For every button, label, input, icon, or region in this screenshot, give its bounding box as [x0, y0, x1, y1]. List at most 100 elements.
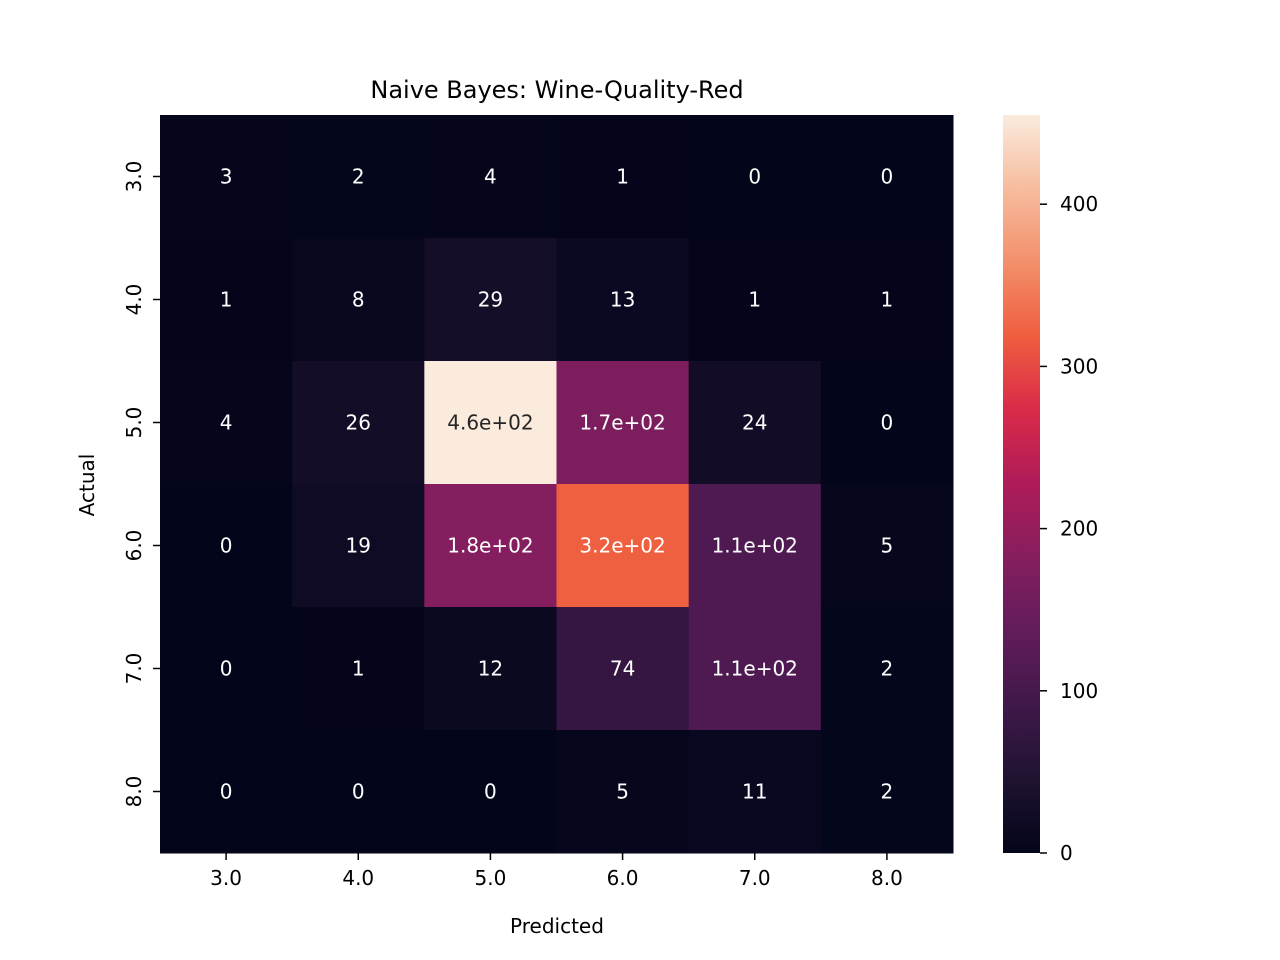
cell-value-label: 1.1e+02 [712, 534, 798, 558]
cell-value-label: 1.7e+02 [579, 411, 665, 435]
cell-value-label: 1 [748, 288, 761, 312]
heatmap-cell-r2-c3 [556, 361, 690, 485]
heatmap-cell-r3-c4 [688, 484, 822, 608]
y-tick-label: 7.0 [122, 653, 146, 685]
cell-value-label: 4.6e+02 [447, 411, 533, 435]
cell-value-label: 5 [881, 534, 894, 558]
heatmap-cell-r2-c5 [820, 361, 954, 485]
x-axis-label: Predicted [510, 914, 604, 938]
colorbar-tick-label: 100 [1060, 679, 1098, 703]
cell-value-label: 0 [220, 534, 233, 558]
cell-value-label: 1 [881, 288, 894, 312]
colorbar-tick-label: 400 [1060, 192, 1098, 216]
heatmap-cell-r3-c2 [424, 484, 557, 608]
heatmap-cell-r3-c3 [556, 484, 690, 608]
heatmap-cell-r4-c5 [820, 607, 954, 731]
cell-value-label: 3.2e+02 [579, 534, 665, 558]
heatmap-cell-r5-c4 [688, 730, 822, 854]
x-tick-label: 8.0 [871, 866, 903, 890]
heatmap-cell-r0-c0 [160, 115, 293, 239]
cell-value-label: 0 [220, 657, 233, 681]
x-tick-label: 6.0 [607, 866, 639, 890]
y-tick-label: 5.0 [122, 407, 146, 439]
cell-value-label: 0 [220, 780, 233, 804]
heatmap-cell-r2-c1 [292, 361, 425, 485]
heatmap-cell-r1-c1 [292, 238, 425, 362]
cell-value-label: 0 [881, 165, 894, 189]
cell-value-label: 4 [220, 411, 233, 435]
cell-value-label: 19 [346, 534, 371, 558]
cell-value-label: 5 [616, 780, 629, 804]
heatmap-cell-r2-c4 [688, 361, 822, 485]
x-tick-label: 4.0 [342, 866, 374, 890]
heatmap-cell-r0-c5 [820, 115, 954, 239]
cell-value-label: 12 [478, 657, 503, 681]
y-tick-label: 4.0 [122, 284, 146, 316]
cell-value-label: 3 [220, 165, 233, 189]
colorbar [1003, 115, 1040, 853]
heatmap-cell-r0-c2 [424, 115, 557, 239]
cell-value-label: 13 [610, 288, 635, 312]
heatmap-cell-r1-c5 [820, 238, 954, 362]
cell-value-label: 1.1e+02 [712, 657, 798, 681]
heatmap-cell-r1-c0 [160, 238, 293, 362]
heatmap-cell-r4-c2 [424, 607, 557, 731]
cell-value-label: 8 [352, 288, 365, 312]
heatmap-cell-r1-c3 [556, 238, 690, 362]
heatmap-cell-r4-c1 [292, 607, 425, 731]
cell-value-label: 11 [742, 780, 767, 804]
heatmap-cell-r5-c5 [820, 730, 954, 854]
heatmap-cell-r4-c0 [160, 607, 293, 731]
heatmap-cell-r1-c2 [424, 238, 557, 362]
heatmap-cell-r0-c3 [556, 115, 690, 239]
y-axis: 3.0 4.0 5.0 6.0 7.0 8.0 [122, 161, 160, 808]
cell-value-label: 74 [610, 657, 635, 681]
cell-value-label: 0 [748, 165, 761, 189]
heatmap-cell-r0-c4 [688, 115, 822, 239]
cell-value-label: 2 [881, 780, 894, 804]
heatmap-cell-r3-c0 [160, 484, 293, 608]
y-tick-label: 3.0 [122, 161, 146, 193]
heatmap-cell-r3-c5 [820, 484, 954, 608]
y-tick-label: 8.0 [122, 776, 146, 808]
cell-value-label: 2 [352, 165, 365, 189]
heatmap-cell-r0-c1 [292, 115, 425, 239]
cell-value-label: 29 [478, 288, 503, 312]
cell-value-label: 2 [881, 657, 894, 681]
cell-value-label: 26 [346, 411, 371, 435]
cell-value-label: 0 [881, 411, 894, 435]
chart-title: Naive Bayes: Wine-Quality-Red [370, 76, 743, 104]
x-axis: 3.0 4.0 5.0 6.0 7.0 8.0 [210, 853, 903, 890]
heatmap-cells [160, 115, 954, 854]
cell-value-label: 24 [742, 411, 767, 435]
cell-value-label: 1 [220, 288, 233, 312]
heatmap-cell-r2-c0 [160, 361, 293, 485]
heatmap-cell-r1-c4 [688, 238, 822, 362]
heatmap-cell-r5-c1 [292, 730, 425, 854]
cell-value-label: 0 [484, 780, 497, 804]
colorbar-axis: 0 100 200 300 400 [1040, 192, 1098, 865]
y-tick-label: 6.0 [122, 530, 146, 562]
colorbar-tick-label: 200 [1060, 517, 1098, 541]
colorbar-tick-label: 0 [1060, 841, 1073, 865]
x-tick-label: 7.0 [739, 866, 771, 890]
cell-value-label: 1 [352, 657, 365, 681]
heatmap-cell-r5-c2 [424, 730, 557, 854]
heatmap-cell-r5-c3 [556, 730, 690, 854]
heatmap-cell-labels: 3 2 4 1 0 01 8 29 13 1 14 26 4.6e+02 1.7e+02 24 00 19 1.8… [220, 165, 894, 804]
x-tick-label: 5.0 [475, 866, 507, 890]
cell-value-label: 0 [352, 780, 365, 804]
cell-value-label: 1 [616, 165, 629, 189]
cell-value-label: 4 [484, 165, 497, 189]
heatmap-cell-r4-c4 [688, 607, 822, 731]
heatmap-cell-r3-c1 [292, 484, 425, 608]
heatmap-cell-r5-c0 [160, 730, 293, 854]
x-tick-label: 3.0 [210, 866, 242, 890]
colorbar-tick-label: 300 [1060, 354, 1098, 378]
heatmap-cell-r2-c2 [424, 361, 557, 485]
cell-value-label: 1.8e+02 [447, 534, 533, 558]
y-axis-label: Actual [75, 454, 99, 517]
heatmap-cell-r4-c3 [556, 607, 690, 731]
